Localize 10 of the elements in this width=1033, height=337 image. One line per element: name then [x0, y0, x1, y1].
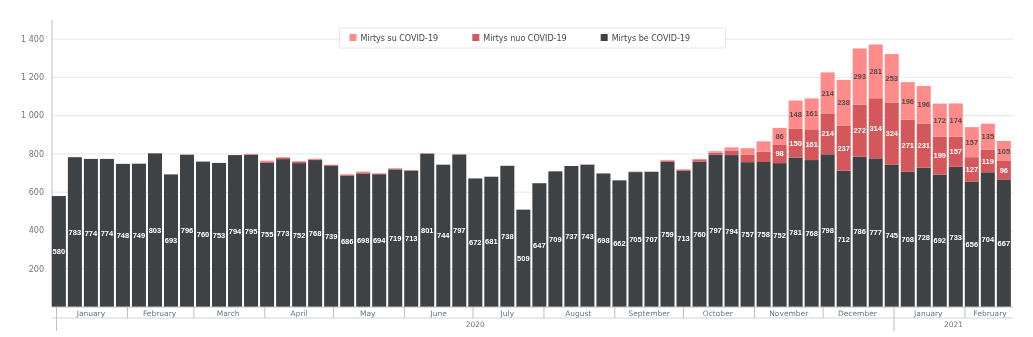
y-tick-label: 200: [28, 264, 44, 274]
y-tick-label: 1 200: [21, 73, 44, 83]
legend-label: Mirtys be COVID-19: [611, 33, 691, 43]
legend-label: Mirtys su COVID-19: [360, 33, 439, 43]
y-tick-label: 1 000: [21, 111, 44, 121]
legend-label: Mirtys nuo COVID-19: [483, 33, 567, 43]
y-tick-label: 600: [28, 188, 44, 197]
y-tick-label: 400: [28, 226, 44, 236]
y-tick-label: 1 400: [21, 34, 44, 44]
y-tick-label: 800: [28, 149, 44, 159]
